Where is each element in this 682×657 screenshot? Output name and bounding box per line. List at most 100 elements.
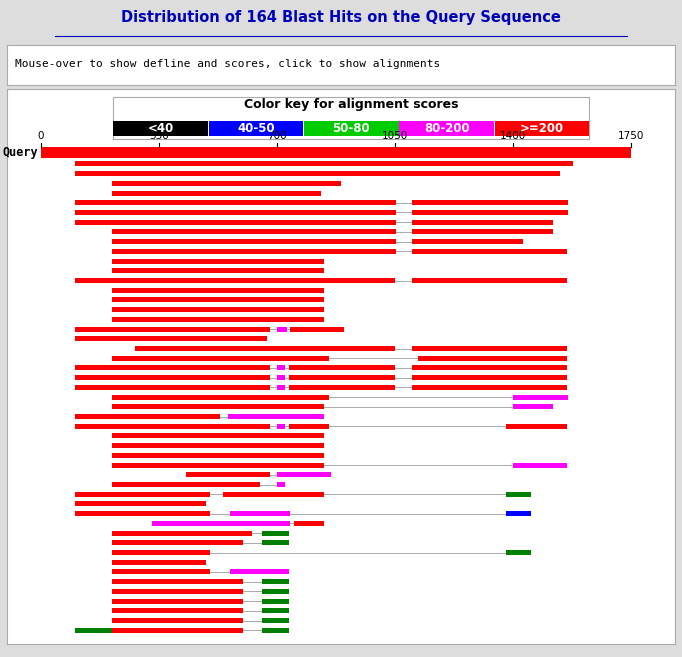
- Text: 80-200: 80-200: [424, 122, 469, 135]
- Bar: [412, 249, 567, 254]
- Bar: [277, 327, 287, 332]
- Bar: [288, 365, 395, 371]
- Bar: [112, 608, 243, 614]
- Bar: [112, 259, 324, 263]
- Bar: [75, 501, 206, 507]
- Text: Color key for alignment scores: Color key for alignment scores: [244, 98, 458, 111]
- Bar: [75, 327, 270, 332]
- Bar: [112, 443, 324, 448]
- Text: 700: 700: [267, 131, 286, 141]
- Bar: [494, 121, 589, 137]
- Bar: [75, 210, 396, 215]
- Bar: [112, 355, 329, 361]
- Bar: [112, 618, 243, 623]
- Bar: [112, 229, 396, 235]
- Bar: [262, 627, 288, 633]
- Bar: [112, 191, 321, 196]
- Bar: [399, 121, 494, 137]
- Bar: [75, 385, 270, 390]
- Bar: [112, 181, 341, 186]
- Bar: [412, 365, 567, 371]
- Bar: [262, 618, 288, 623]
- Text: Query: Query: [2, 146, 38, 159]
- Bar: [412, 278, 567, 283]
- Text: Distribution of 164 Blast Hits on the Query Sequence: Distribution of 164 Blast Hits on the Qu…: [121, 10, 561, 24]
- Bar: [112, 249, 396, 254]
- Bar: [112, 239, 396, 244]
- Text: 1750: 1750: [617, 131, 644, 141]
- Bar: [412, 210, 568, 215]
- Bar: [262, 608, 288, 614]
- Bar: [112, 288, 324, 293]
- Text: Mouse-over to show defline and scores, click to show alignments: Mouse-over to show defline and scores, c…: [15, 59, 440, 69]
- Bar: [294, 521, 324, 526]
- Bar: [277, 424, 285, 429]
- Bar: [506, 424, 567, 429]
- Bar: [412, 229, 553, 235]
- Bar: [277, 482, 285, 487]
- Bar: [418, 355, 567, 361]
- Bar: [277, 385, 285, 390]
- Bar: [136, 346, 395, 351]
- Bar: [262, 531, 288, 535]
- Text: 0: 0: [38, 131, 44, 141]
- Bar: [304, 121, 398, 137]
- Bar: [75, 491, 209, 497]
- Bar: [412, 219, 553, 225]
- Bar: [112, 599, 243, 604]
- Bar: [412, 346, 567, 351]
- FancyBboxPatch shape: [113, 97, 589, 139]
- Text: 1400: 1400: [500, 131, 526, 141]
- Bar: [112, 550, 209, 555]
- Bar: [75, 627, 206, 633]
- Bar: [288, 424, 329, 429]
- Bar: [412, 375, 567, 380]
- Bar: [112, 589, 243, 594]
- Bar: [277, 472, 331, 477]
- Bar: [75, 414, 220, 419]
- Text: 40-50: 40-50: [237, 122, 275, 135]
- Bar: [112, 268, 324, 273]
- Bar: [228, 414, 324, 419]
- Bar: [75, 219, 396, 225]
- Bar: [513, 463, 567, 468]
- Bar: [75, 365, 270, 371]
- Bar: [112, 298, 324, 302]
- Bar: [75, 424, 270, 429]
- Bar: [112, 540, 243, 545]
- Text: >=200: >=200: [520, 122, 564, 135]
- Bar: [75, 200, 396, 205]
- Bar: [112, 453, 324, 458]
- Bar: [112, 579, 243, 584]
- Bar: [262, 599, 288, 604]
- Bar: [112, 482, 260, 487]
- Bar: [112, 307, 324, 312]
- Bar: [230, 511, 291, 516]
- Bar: [209, 121, 303, 137]
- Bar: [75, 336, 267, 341]
- Bar: [262, 579, 288, 584]
- Bar: [230, 570, 288, 574]
- Bar: [513, 404, 553, 409]
- Bar: [112, 434, 324, 438]
- Bar: [291, 327, 344, 332]
- Text: 350: 350: [149, 131, 169, 141]
- Bar: [112, 463, 324, 468]
- Bar: [112, 317, 324, 322]
- Bar: [412, 385, 567, 390]
- Bar: [112, 560, 206, 565]
- Bar: [113, 121, 208, 137]
- Bar: [112, 627, 243, 633]
- Bar: [112, 570, 209, 574]
- Bar: [75, 375, 270, 380]
- Bar: [112, 404, 324, 409]
- Bar: [288, 385, 395, 390]
- Bar: [75, 511, 209, 516]
- Bar: [506, 511, 531, 516]
- Bar: [75, 162, 574, 166]
- Bar: [186, 472, 270, 477]
- Bar: [262, 589, 288, 594]
- Bar: [412, 239, 523, 244]
- Bar: [152, 521, 291, 526]
- Bar: [223, 491, 324, 497]
